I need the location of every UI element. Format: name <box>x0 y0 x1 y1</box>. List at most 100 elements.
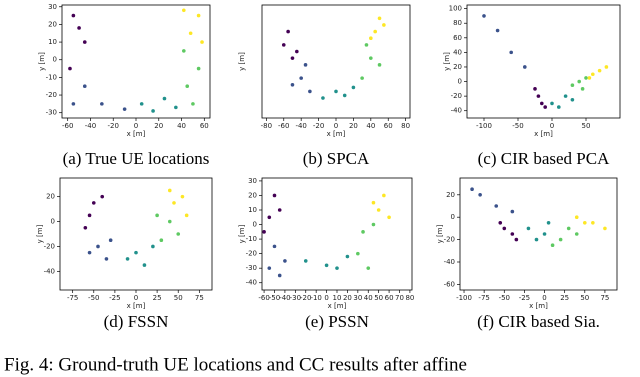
scatter-point <box>550 101 554 106</box>
subfigure-caption: (b) SPCA <box>303 149 370 168</box>
x-tick-label: 10 <box>333 294 342 302</box>
y-tick-label: -10 <box>246 235 257 243</box>
y-tick-label: 20 <box>446 191 455 199</box>
scatter-point <box>377 16 382 21</box>
y-axis-label: y [m] <box>36 224 44 243</box>
scatter-point <box>91 201 96 205</box>
x-tick-label: 0 <box>134 294 138 302</box>
scatter-point <box>334 89 338 94</box>
x-tick-label: -50 <box>512 122 523 130</box>
axes-frame <box>261 4 411 119</box>
x-tick-label: -60 <box>258 294 269 302</box>
y-tick-label: 20 <box>48 20 57 28</box>
scatter-point <box>182 49 186 53</box>
scatter-point <box>299 76 303 80</box>
y-tick-label: -30 <box>246 264 257 272</box>
y-tick-label: 60 <box>453 34 462 42</box>
x-tick-label: -40 <box>295 122 306 130</box>
y-tick-label: 0 <box>51 218 55 226</box>
scatter-point <box>364 43 369 47</box>
scatter-point <box>498 221 503 225</box>
subfigure-caption: (a) True UE locations <box>63 149 210 168</box>
scatter-point <box>159 238 164 243</box>
scatter-point <box>303 259 308 263</box>
scatter-point <box>180 194 185 199</box>
scatter-point <box>377 63 382 67</box>
scatter-point <box>139 102 144 106</box>
scatter-point <box>182 8 186 13</box>
axes-frame <box>466 4 621 119</box>
scatter-point <box>382 193 386 198</box>
y-tick-label: -20 <box>444 236 455 244</box>
scatter-point <box>478 193 482 197</box>
scatter-point <box>369 36 373 41</box>
scatter-point <box>290 82 295 87</box>
scatter-point <box>335 266 339 270</box>
x-tick-label: 60 <box>384 122 393 130</box>
scatter-point <box>108 238 113 243</box>
y-axis-label: y [m] <box>238 52 246 71</box>
x-tick-label: 20 <box>154 122 163 130</box>
x-tick-label: 60 <box>385 294 394 302</box>
x-tick-label: 75 <box>195 294 204 302</box>
x-tick-label: 0 <box>134 122 138 130</box>
y-tick-label: -40 <box>246 279 257 287</box>
scatter-point <box>546 221 551 225</box>
y-tick-label: 0 <box>253 221 257 229</box>
x-tick-label: 20 <box>349 122 358 130</box>
scatter-point <box>283 259 287 263</box>
x-tick-label: -20 <box>108 122 119 130</box>
scatter-point <box>267 215 272 220</box>
scatter-point <box>526 226 531 231</box>
scatter-point <box>345 254 350 259</box>
scatter-point <box>200 40 204 44</box>
y-tick-label: -60 <box>444 280 455 288</box>
scatter-point <box>82 40 87 44</box>
y-tick-label: 0 <box>53 56 57 64</box>
x-tick-label: -50 <box>269 294 280 302</box>
y-axis-label: y [m] <box>443 52 451 71</box>
scatter-point <box>321 96 325 100</box>
figure-caption: Fig. 4: Ground-truth UE locations and CC… <box>4 354 467 375</box>
y-tick-label: 20 <box>248 191 257 199</box>
x-tick-label: -40 <box>279 294 290 302</box>
x-tick-label: 20 <box>343 294 352 302</box>
x-tick-label: 25 <box>153 294 162 302</box>
scatter-point <box>366 266 371 270</box>
y-tick-label: -20 <box>246 250 257 258</box>
scatter-point <box>509 50 513 55</box>
y-tick-label: 0 <box>451 213 455 221</box>
scatter-point <box>96 244 100 249</box>
scatter-point <box>604 65 609 69</box>
scatter-point <box>308 89 312 94</box>
scatter-point <box>196 66 201 71</box>
scatter-point <box>351 85 356 90</box>
scatter-point <box>176 232 181 236</box>
y-axis-label: y [m] <box>238 224 246 243</box>
x-tick-label: -40 <box>85 122 96 130</box>
scatter-point <box>68 66 72 71</box>
x-tick-label: 0 <box>542 294 546 302</box>
scatter-point <box>125 257 130 261</box>
scatter-point <box>87 213 92 218</box>
scatter-point <box>536 94 541 98</box>
scatter-point <box>281 43 286 47</box>
x-tick-label: -50 <box>499 294 510 302</box>
scatter-point <box>295 49 299 54</box>
x-tick-label: 0 <box>550 122 554 130</box>
scatter-point <box>167 188 172 193</box>
scatter-point <box>155 213 159 218</box>
scatter-point <box>83 225 88 230</box>
scatter-point <box>371 200 376 205</box>
x-axis-label: x [m] <box>529 302 548 310</box>
subfigure-caption: (d) FSSN <box>104 312 169 331</box>
scatter-point <box>277 208 282 212</box>
x-tick-label: -30 <box>290 294 301 302</box>
x-tick-label: 50 <box>374 294 383 302</box>
scatter-point <box>523 65 527 69</box>
y-tick-label: 100 <box>449 5 462 13</box>
y-tick-label: 40 <box>453 48 462 56</box>
y-tick-label: -10 <box>46 73 57 81</box>
scatter-point <box>502 226 507 231</box>
